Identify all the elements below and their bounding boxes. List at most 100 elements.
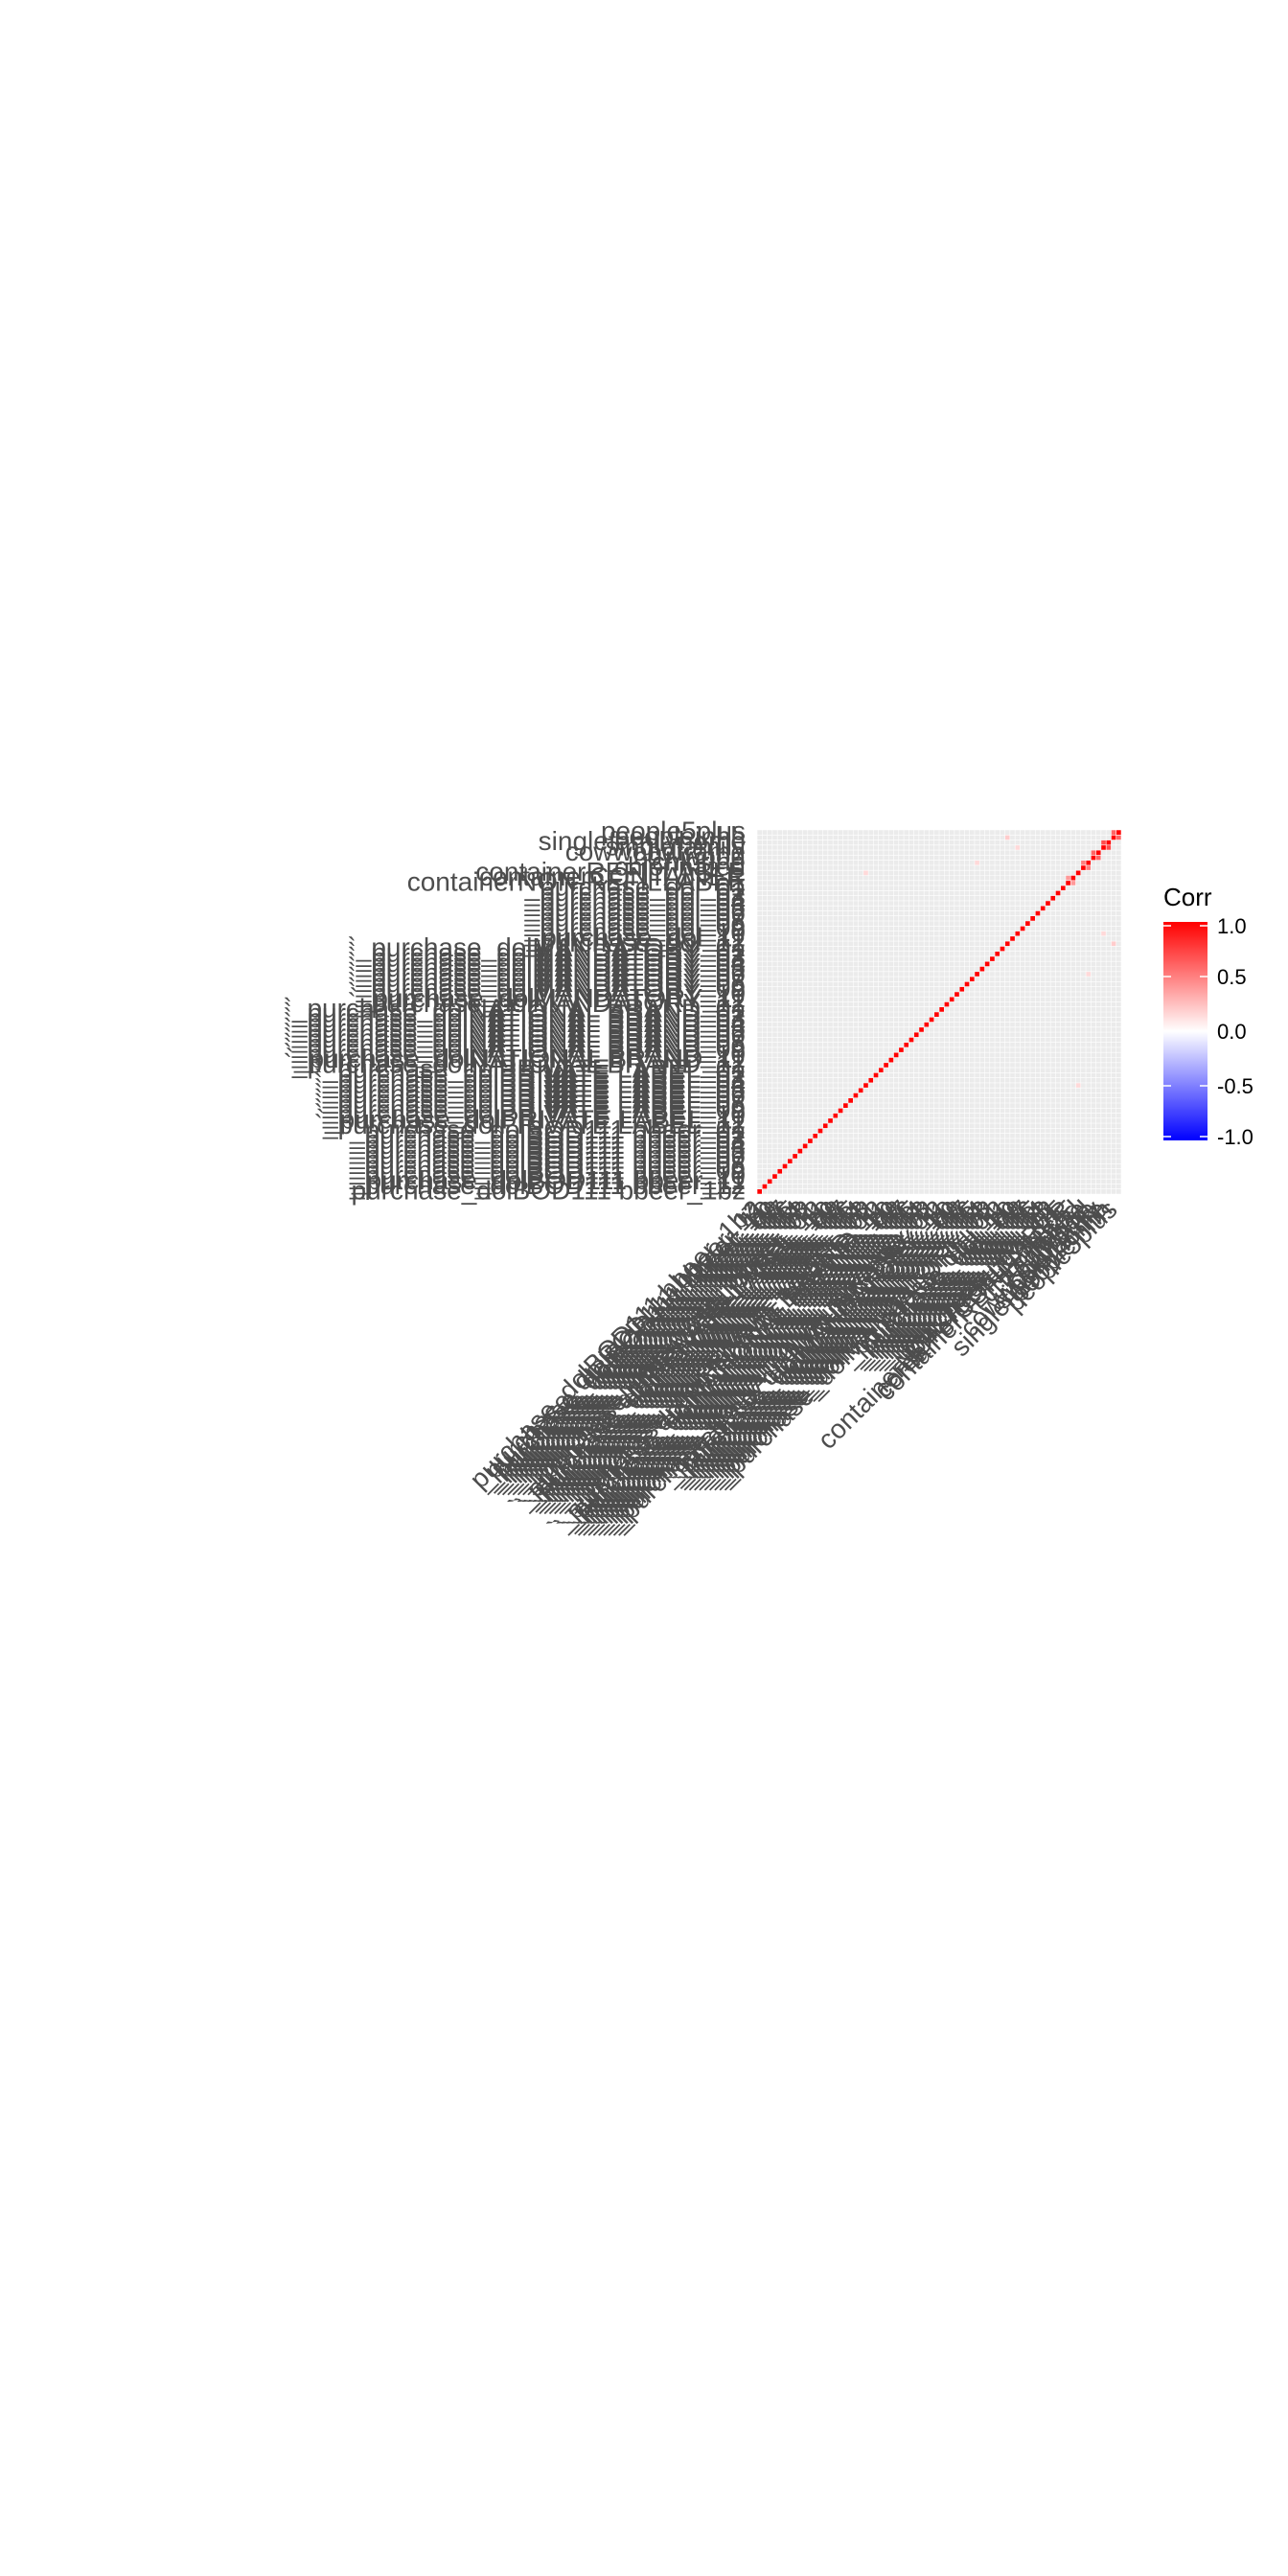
y-tick-label: _purchase_dol_02 <box>524 877 746 907</box>
diagonal-tile <box>767 1179 772 1184</box>
y-tick-label: _purchase_dolBOD111 bbeer_07 <box>349 1145 746 1175</box>
y-tick-label: _purchase_dolBOD111 bbeer_10 <box>349 1161 746 1190</box>
diagonal-tile <box>888 1057 894 1063</box>
y-tick-label: _purchase_dolBOD111 bbeer_02 <box>349 1119 746 1149</box>
diagonal-tile <box>777 1168 783 1174</box>
y-tick-label: `_purchase_dolPRIVATE LABEL_03 <box>314 1064 746 1093</box>
diagonal-tile <box>1035 910 1041 916</box>
diagonal-tile <box>883 1062 889 1069</box>
y-tick-label: _purchase_dolBOD111 bbeer_03 <box>349 1125 746 1155</box>
y-tick-label: _purchase_dolBOD111 bbeer_06 <box>349 1139 746 1169</box>
diagonal-tile <box>989 955 996 962</box>
y-tick-label: `_purchase_dolPRIVATE LABEL_04 <box>314 1070 746 1099</box>
diagonal-tile <box>1030 915 1036 921</box>
y-tick-label: `_purchase_dolNATIONAL BRAND_07 <box>284 1024 746 1053</box>
diagonal-tile <box>792 1153 798 1160</box>
y-tick-label: `_purchase_dolPRIVATE LABEL_06 <box>314 1079 746 1109</box>
y-tick-label: _purchase_dol_11 <box>526 922 746 952</box>
diagonal-tile <box>1075 870 1081 876</box>
correlation-tile <box>1100 840 1107 845</box>
y-tick-label: _purchase_dol_04 <box>524 887 746 917</box>
legend-tick-label: -1.0 <box>1217 1125 1254 1149</box>
correlation-tile <box>1070 880 1076 886</box>
y-tick-label: `_purchase_dolMANDATORY_08 <box>347 968 746 998</box>
diagonal-tile <box>878 1068 884 1073</box>
diagonal-tile <box>1095 850 1101 856</box>
y-tick-label: _purchase_dolBOD111 bbeer_08 <box>349 1150 746 1180</box>
diagonal-tile <box>1024 921 1030 927</box>
correlation-tile <box>1065 875 1071 881</box>
y-tick-label: `_purchase_dolMANDATORY_11 <box>350 983 746 1013</box>
correlation-tile <box>1075 1082 1081 1089</box>
diagonal-tile <box>1040 906 1046 911</box>
diagonal-tile <box>1080 864 1087 871</box>
diagonal-tile <box>1004 941 1010 947</box>
y-tick-label: _purchase_dolBOD111 bbeer_09 <box>349 1155 746 1184</box>
y-tick-label: `_purchase_dolNATIONAL BRAND_08 <box>284 1028 746 1058</box>
y-tick-label: `_purchase_dolNATIONAL BRAND_03 <box>284 1003 746 1033</box>
y-tick-label: _purchase_dol_07 <box>524 902 746 932</box>
diagonal-tile <box>933 1012 939 1018</box>
y-tick-label: _purchase_dol_12 <box>524 928 746 957</box>
diagonal-tile <box>984 961 990 967</box>
diagonal-tile <box>853 1092 859 1098</box>
x-axis-tick-labels: purchase_dolBOD111 bbeer_1bz_purchase_do… <box>464 1194 1123 1542</box>
y-tick-label: peopleinhh <box>614 821 746 851</box>
y-tick-label: `_purchase_dolMANDATORY_07 <box>347 963 746 993</box>
y-tick-label: _purchase_dol_06 <box>524 897 746 927</box>
y-tick-label: `_purchase_dolMANDATORY_12 <box>347 988 746 1018</box>
diagonal-tile <box>1045 900 1051 907</box>
y-tick-label: people5plus <box>601 816 746 846</box>
diagonal-tile <box>1086 860 1092 865</box>
y-tick-label: `_purchase_dolNATIONAL BRAND_02 <box>284 999 746 1028</box>
correlation-tile <box>974 860 980 865</box>
diagonal-tile <box>827 1117 834 1124</box>
legend-tick-label: 1.0 <box>1217 914 1247 938</box>
y-tick-label: _purchase_dol_08 <box>524 908 746 937</box>
correlation-tile <box>1111 830 1116 836</box>
diagonal-tile <box>964 981 970 987</box>
diagonal-tile <box>868 1077 874 1083</box>
y-tick-label: _purchase_dol_01 <box>524 872 746 902</box>
diagonal-tile <box>1009 935 1016 942</box>
diagonal-tile <box>1000 946 1005 952</box>
diagonal-tile <box>913 1032 919 1038</box>
correlation-tile <box>1091 850 1096 856</box>
y-tick-label: `_purchase_dolMANDATORY_03 <box>347 943 746 973</box>
diagonal-tile <box>1091 855 1096 861</box>
y-tick-label: _purchase_dolBOD111 bbeer_11 <box>351 1165 746 1195</box>
diagonal-tile <box>842 1103 848 1109</box>
diagonal-tile <box>979 966 985 972</box>
y-tick-label: `_purchase_dolMANDATORY_01 <box>347 932 746 962</box>
y-tick-label: `_purchase_dolPRIVATE LABEL_02 <box>314 1059 746 1089</box>
diagonal-tile <box>817 1128 823 1134</box>
diagonal-tile <box>974 971 980 978</box>
diagonal-tile <box>1070 875 1076 881</box>
y-tick-label: `_purchase_dolPRIVATE LABEL_08 <box>314 1090 746 1119</box>
diagonal-tile <box>1055 890 1061 896</box>
y-tick-label: `_purchase_dolNATIONAL BRAND_10 <box>284 1039 746 1069</box>
y-tick-label: `_purchase_dolNATIONAL BRAND_01 <box>284 993 746 1023</box>
diagonal-tile <box>787 1159 793 1164</box>
diagonal-tile <box>898 1046 905 1053</box>
y-tick-label: `_purchase_dolNATIONAL BRAND_06 <box>284 1019 746 1048</box>
diagonal-tile <box>822 1123 828 1129</box>
y-tick-label: `_purchase_dolMANDATORY_06 <box>347 957 746 987</box>
diagonal-tile <box>782 1163 788 1169</box>
legend-title: Corr <box>1163 883 1212 911</box>
y-tick-label: `_purchase_dolNATIONAL BRAND_12 <box>284 1048 746 1078</box>
diagonal-tile <box>924 1022 930 1027</box>
diagonal-tile <box>802 1143 808 1149</box>
y-tick-label: containerREFILLABLE <box>475 857 746 886</box>
correlation-tile <box>862 870 869 876</box>
diagonal-tile <box>893 1052 899 1058</box>
y-tick-label: `_purchase_dolPRIVATE LABEL_07 <box>314 1084 746 1114</box>
diagonal-tile <box>954 991 960 998</box>
diagonal-tile <box>904 1042 909 1047</box>
y-tick-label: `_purchase_dolPRIVATE LABEL_09 <box>314 1094 746 1124</box>
diagonal-tile <box>949 997 954 1002</box>
y-tick-label: `_purchase_dolMANDATORY_05 <box>347 953 746 982</box>
y-tick-label: _purchase_dol_10 <box>524 917 746 947</box>
diagonal-tile <box>807 1138 814 1144</box>
correlation-tile <box>1106 844 1112 851</box>
